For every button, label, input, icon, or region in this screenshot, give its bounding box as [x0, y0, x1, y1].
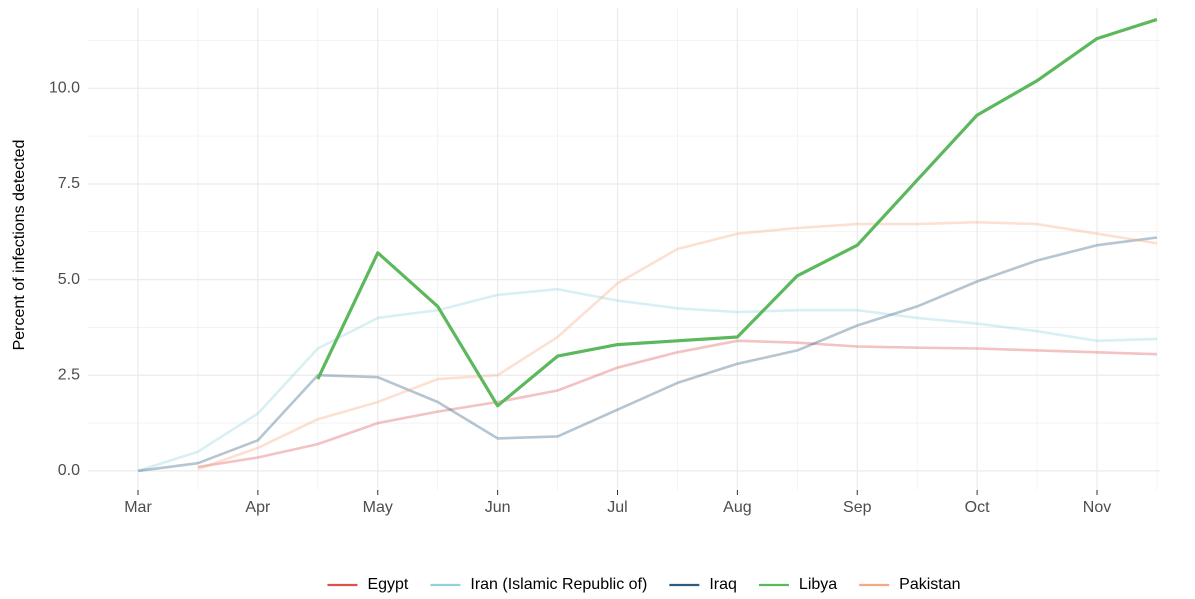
x-tick-label: Oct	[965, 499, 990, 516]
legend-item: Egypt	[327, 576, 409, 593]
series-line	[316, 17, 1158, 408]
series-line	[137, 236, 1158, 473]
y-tick-label: 0.0	[58, 462, 80, 479]
series-line	[137, 287, 1157, 473]
x-tick-label: Nov	[1083, 499, 1111, 516]
legend-item: Pakistan	[859, 576, 961, 593]
x-tick-label: Mar	[124, 499, 152, 516]
y-tick-label: 7.5	[58, 175, 80, 192]
x-tick-label: Aug	[723, 499, 751, 516]
legend: Egypt Iran (Islamic Republic of) Iraq Libya…	[327, 576, 961, 593]
x-tick-label: Jun	[485, 499, 511, 516]
legend-label: Iraq	[709, 576, 737, 593]
x-tick-label: Sep	[843, 499, 872, 516]
grid	[88, 8, 1160, 490]
y-tick-label: 2.5	[58, 366, 80, 383]
x-tick-label: Apr	[245, 499, 271, 516]
legend-item: Iraq	[669, 576, 737, 593]
series-line	[197, 339, 1157, 469]
legend-label: Pakistan	[899, 576, 960, 593]
legend-label: Iran (Islamic Republic of)	[470, 576, 647, 593]
legend-item: Libya	[758, 576, 837, 593]
x-tick-label: Jul	[607, 499, 627, 516]
legend-item: Iran (Islamic Republic of)	[430, 576, 647, 593]
legend-label: Libya	[799, 576, 837, 593]
y-axis-label: Percent of infections detected	[11, 140, 28, 351]
series-line	[197, 220, 1158, 471]
y-tick-label: 5.0	[58, 271, 80, 288]
x-tick-label: May	[363, 499, 393, 516]
y-tick-label: 10.0	[49, 80, 80, 97]
legend-label: Egypt	[367, 576, 408, 593]
